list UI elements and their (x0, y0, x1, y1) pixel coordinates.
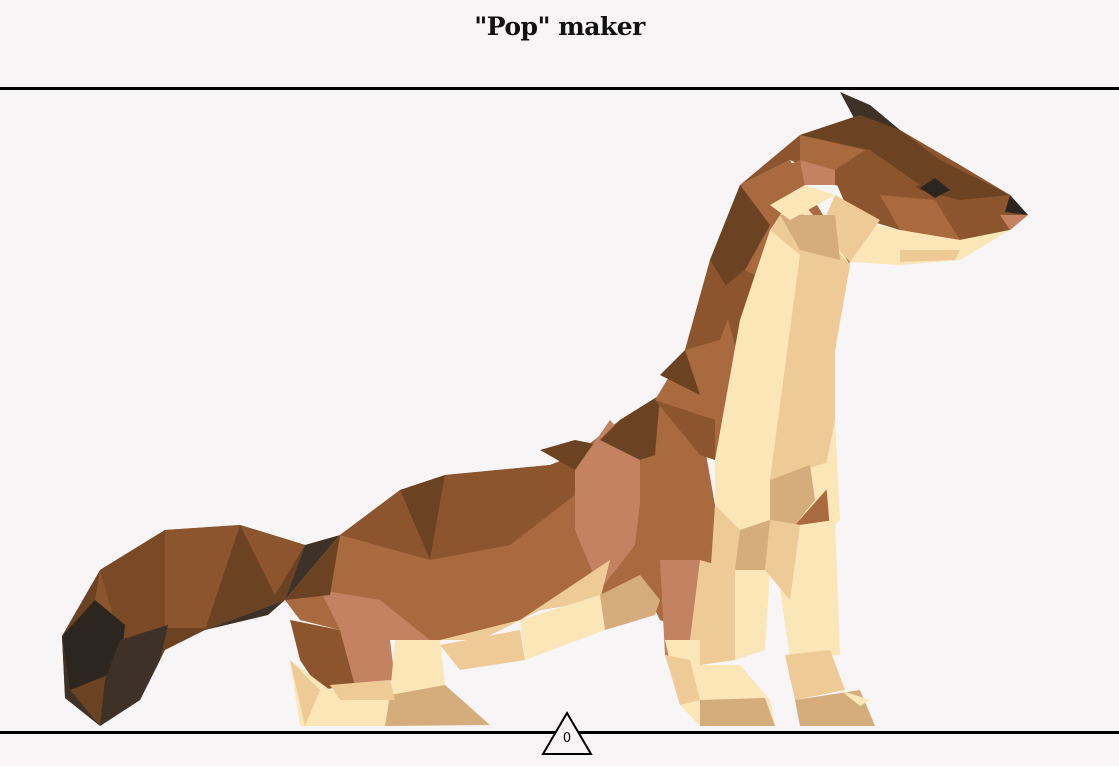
weasel-front-legs[interactable] (665, 520, 875, 726)
header: "Pop" maker (0, 0, 1119, 88)
pop-counter-button[interactable]: 0 (540, 710, 594, 758)
canvas-stage[interactable] (0, 90, 1119, 731)
weasel-body[interactable] (285, 380, 715, 690)
weasel-illustration[interactable] (0, 90, 1119, 731)
page-title: "Pop" maker (474, 12, 645, 41)
top-divider (0, 87, 1119, 90)
pop-count: 0 (562, 731, 572, 746)
weasel-hind-leg[interactable] (290, 640, 490, 726)
triangle-icon (541, 711, 593, 755)
weasel-head[interactable] (740, 92, 1028, 265)
